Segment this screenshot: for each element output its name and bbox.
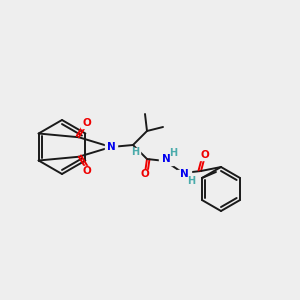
- Text: O: O: [141, 169, 149, 179]
- Text: O: O: [82, 166, 91, 176]
- Bar: [139, 169, 151, 178]
- Text: O: O: [201, 150, 209, 160]
- Bar: [81, 119, 93, 128]
- Text: N: N: [106, 142, 116, 152]
- Text: N: N: [180, 169, 188, 179]
- Text: H: H: [169, 148, 177, 158]
- Text: O: O: [82, 118, 91, 128]
- Text: H: H: [187, 176, 195, 186]
- Text: H: H: [131, 147, 139, 157]
- Bar: [159, 155, 173, 165]
- Text: N: N: [162, 154, 170, 164]
- Bar: [105, 142, 117, 152]
- Bar: [177, 170, 191, 180]
- Bar: [199, 151, 211, 160]
- Bar: [130, 148, 140, 156]
- Bar: [81, 166, 93, 175]
